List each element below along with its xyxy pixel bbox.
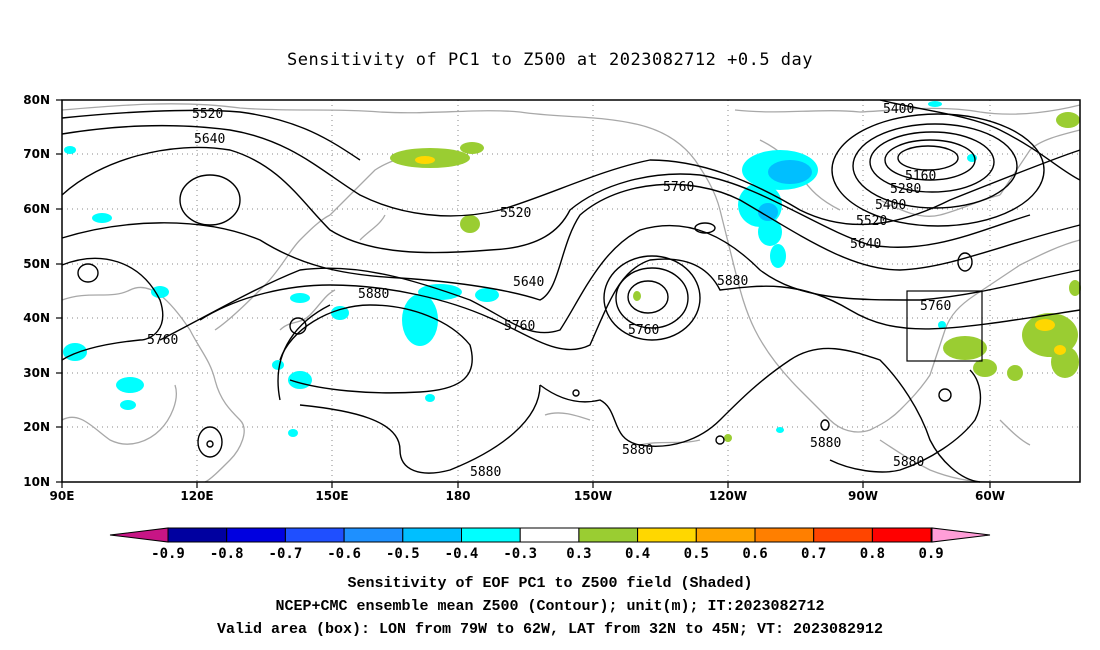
caption-line-2: NCEP+CMC ensemble mean Z500 (Contour); u… <box>275 598 825 615</box>
lat-tick-label: 20N <box>23 420 50 434</box>
colorbar-tick-labels: -0.9 -0.8 -0.7 -0.6 -0.5 -0.4 -0.3 0.3 0.4 0.5 0.6… <box>151 546 944 562</box>
contour-label: 5880 <box>893 455 924 470</box>
colorbar-cell <box>695 527 756 543</box>
contour-label: 5760 <box>663 180 694 195</box>
contour-labels: 5520 5640 5520 5760 5640 5760 5880 5760 … <box>147 102 951 480</box>
axis-ticks <box>56 99 991 488</box>
contour-label: 5160 <box>905 169 936 184</box>
colorbar-low-end <box>109 527 169 543</box>
contour-label: 5880 <box>717 274 748 289</box>
colorbar-tick-label: -0.6 <box>327 546 361 562</box>
contour-label: 5520 <box>500 206 531 221</box>
lat-tick-label: 30N <box>23 366 50 380</box>
lon-tick-label: 120W <box>709 489 747 503</box>
valid-area-box <box>906 290 983 362</box>
colorbar-cell <box>402 527 462 543</box>
sensitivity-shading <box>63 101 1081 442</box>
colorbar-tick-label: -0.5 <box>386 546 420 562</box>
colorbar: -0.9 -0.8 -0.7 -0.6 -0.5 -0.4 -0.3 0.3 0.4 0.5 0.6… <box>109 527 991 562</box>
lon-tick-label: 150E <box>315 489 348 503</box>
lon-tick-label: 180 <box>445 489 470 503</box>
map-title: Sensitivity of PC1 to Z500 at 2023082712… <box>286 50 813 70</box>
lat-tick-label: 60N <box>23 202 50 216</box>
negative-strong-shading <box>758 160 812 221</box>
lon-tick-label: 120E <box>180 489 213 503</box>
coastlines <box>61 103 1081 483</box>
lon-tick-label: 90E <box>50 489 75 503</box>
lat-tick-label: 70N <box>23 147 50 161</box>
colorbar-cell <box>461 527 521 543</box>
lat-tick-label: 50N <box>23 257 50 271</box>
lon-tick-label: 90W <box>848 489 878 503</box>
colorbar-high-end <box>931 527 991 543</box>
latitude-labels: 80N 70N 60N 50N 40N 30N 20N 10N <box>23 93 50 489</box>
colorbar-tick-label: -0.3 <box>503 546 537 562</box>
map-frame <box>61 99 1081 483</box>
contour-label: 5760 <box>920 299 951 314</box>
contour-label: 5760 <box>504 319 535 334</box>
positive-strong-shading <box>415 156 1066 355</box>
colorbar-tick-label: 0.3 <box>566 546 591 562</box>
colorbar-cell <box>226 527 286 543</box>
colorbar-cell <box>813 527 873 543</box>
colorbar-tick-label: -0.9 <box>151 546 185 562</box>
lat-tick-label: 40N <box>23 311 50 325</box>
contour-label: 5880 <box>358 287 389 302</box>
contour-label: 5760 <box>628 323 659 338</box>
negative-shading <box>63 101 977 437</box>
colorbar-tick-label: 0.7 <box>801 546 826 562</box>
contour-label: 5640 <box>850 237 881 252</box>
lon-tick-label: 60W <box>975 489 1005 503</box>
caption-line-1: Sensitivity of EOF PC1 to Z500 field (Sh… <box>347 575 753 592</box>
contour-label: 5640 <box>194 132 225 147</box>
contour-label: 5760 <box>147 333 178 348</box>
colorbar-cell <box>637 527 697 543</box>
contour-label: 5400 <box>883 102 914 117</box>
lon-tick-label: 150W <box>574 489 612 503</box>
colorbar-tick-label: 0.6 <box>742 546 767 562</box>
contour-label: 5880 <box>810 436 841 451</box>
longitude-labels: 90E 120E 150E 180 150W 120W 90W 60W <box>50 489 1005 503</box>
lat-tick-label: 80N <box>23 93 50 107</box>
lat-tick-label: 10N <box>23 475 50 489</box>
map-plot-area: 5520 5640 5520 5760 5640 5760 5880 5760 … <box>61 99 1081 483</box>
colorbar-cell <box>343 527 404 543</box>
colorbar-cell <box>167 527 228 543</box>
contour-label: 5520 <box>856 214 887 229</box>
colorbar-cell <box>284 527 345 543</box>
colorbar-tick-label: -0.8 <box>210 546 244 562</box>
contour-label: 5400 <box>875 198 906 213</box>
colorbar-cell <box>519 527 580 543</box>
colorbar-cell <box>578 527 639 543</box>
contour-label: 5880 <box>622 443 653 458</box>
contour-label: 5880 <box>470 465 501 480</box>
colorbar-tick-label: 0.8 <box>860 546 885 562</box>
caption-line-3: Valid area (box): LON from 79W to 62W, L… <box>216 621 884 638</box>
colorbar-cell <box>871 527 932 543</box>
colorbar-cells <box>167 527 932 543</box>
contour-label: 5280 <box>890 182 921 197</box>
colorbar-tick-label: 0.5 <box>684 546 709 562</box>
contour-label: 5520 <box>192 107 223 122</box>
colorbar-tick-label: 0.4 <box>625 546 650 562</box>
colorbar-tick-label: -0.7 <box>269 546 303 562</box>
contour-label: 5640 <box>513 275 544 290</box>
colorbar-cell <box>754 527 815 543</box>
colorbar-tick-label: 0.9 <box>918 546 943 562</box>
colorbar-tick-label: -0.4 <box>445 546 479 562</box>
z500-contours <box>61 99 1081 483</box>
